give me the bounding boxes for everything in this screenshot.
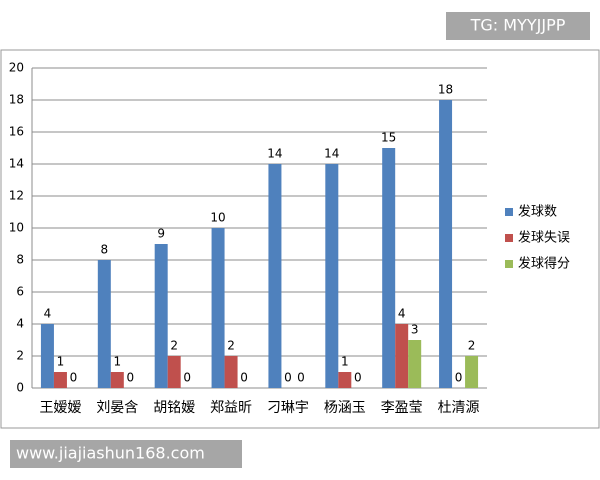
value-label: 9 bbox=[157, 227, 165, 241]
x-tick-label: 李盈莹 bbox=[381, 400, 423, 416]
value-label: 0 bbox=[70, 371, 78, 385]
bar bbox=[395, 324, 409, 388]
x-tick-label: 杜清源 bbox=[438, 400, 480, 416]
watermark-box bbox=[446, 12, 590, 40]
y-tick-label: 2 bbox=[16, 349, 24, 363]
value-label: 1 bbox=[113, 355, 121, 369]
y-tick-label: 0 bbox=[16, 381, 24, 395]
bar bbox=[439, 100, 453, 388]
watermark-box bbox=[10, 440, 242, 468]
y-tick-label: 6 bbox=[16, 285, 24, 299]
bar bbox=[224, 356, 238, 388]
bar bbox=[167, 356, 181, 388]
value-label: 2 bbox=[468, 339, 476, 353]
value-label: 1 bbox=[57, 355, 65, 369]
value-label: 15 bbox=[381, 131, 396, 145]
value-label: 2 bbox=[170, 339, 178, 353]
y-tick-label: 4 bbox=[16, 317, 24, 331]
value-label: 0 bbox=[455, 371, 463, 385]
bar bbox=[338, 372, 352, 388]
watermark: www.jiajiashun168.com bbox=[16, 444, 205, 463]
bar bbox=[211, 228, 225, 388]
legend-swatch bbox=[505, 260, 513, 268]
y-tick-label: 14 bbox=[9, 157, 24, 171]
value-label: 0 bbox=[126, 371, 134, 385]
value-label: 10 bbox=[210, 211, 225, 225]
y-tick-label: 12 bbox=[9, 189, 24, 203]
value-label: 14 bbox=[267, 147, 282, 161]
legend-label: 发球失误 bbox=[518, 230, 570, 246]
value-label: 4 bbox=[44, 307, 52, 321]
bar bbox=[40, 324, 54, 388]
x-tick-label: 杨涵玉 bbox=[324, 400, 366, 416]
y-tick-label: 20 bbox=[9, 61, 24, 75]
legend-swatch bbox=[505, 234, 513, 242]
watermark: TG: MYYJJPP bbox=[470, 16, 566, 35]
bar bbox=[154, 244, 168, 388]
value-label: 14 bbox=[324, 147, 339, 161]
bar bbox=[53, 372, 67, 388]
x-tick-label: 刘晏含 bbox=[96, 400, 138, 416]
value-label: 18 bbox=[438, 83, 453, 97]
x-tick-label: 刁琳宇 bbox=[267, 400, 309, 416]
bar bbox=[408, 340, 422, 388]
value-label: 0 bbox=[297, 371, 305, 385]
value-label: 0 bbox=[183, 371, 191, 385]
bar bbox=[110, 372, 124, 388]
legend-label: 发球得分 bbox=[518, 256, 570, 272]
value-label: 2 bbox=[227, 339, 235, 353]
bar bbox=[465, 356, 479, 388]
value-label: 3 bbox=[411, 323, 419, 337]
value-label: 8 bbox=[100, 243, 108, 257]
value-label: 1 bbox=[341, 355, 349, 369]
value-label: 0 bbox=[240, 371, 248, 385]
y-tick-label: 8 bbox=[16, 253, 24, 267]
y-tick-label: 16 bbox=[9, 125, 24, 139]
bar bbox=[382, 148, 396, 388]
legend-label: 发球数 bbox=[518, 204, 557, 220]
x-tick-label: 王嫒嫒 bbox=[39, 400, 81, 416]
legend-swatch bbox=[505, 208, 513, 216]
y-tick-label: 18 bbox=[9, 93, 24, 107]
bar bbox=[268, 164, 282, 388]
value-label: 0 bbox=[284, 371, 292, 385]
y-tick-label: 10 bbox=[9, 221, 24, 235]
value-label: 0 bbox=[354, 371, 362, 385]
bar bbox=[325, 164, 339, 388]
value-label: 4 bbox=[398, 307, 406, 321]
x-tick-label: 胡铭嫒 bbox=[153, 400, 195, 416]
x-tick-label: 郑益昕 bbox=[210, 400, 252, 416]
bar bbox=[97, 260, 111, 388]
